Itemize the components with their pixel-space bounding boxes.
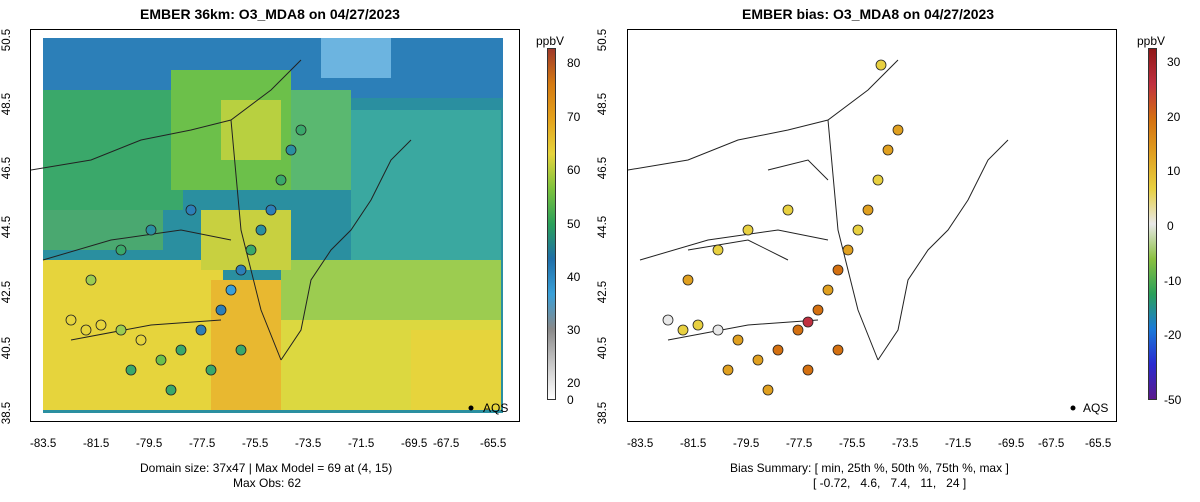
right-map-plot: AQS	[627, 29, 1117, 422]
left-xtick-2: -79.5	[136, 438, 163, 450]
left-cbar-tick-1: 20	[567, 376, 581, 390]
right-cbar-tick-6: 30	[1167, 55, 1181, 69]
left-xtick-8: -67.5	[433, 438, 460, 450]
right-cbar-tick-0: -50	[1164, 393, 1182, 407]
right-colorbar-unit: ppbV	[1137, 34, 1166, 48]
right-xtick-9: -65.5	[1085, 438, 1112, 450]
left-map-svg	[31, 38, 503, 413]
left-ytick-1: 40.5	[1, 336, 14, 360]
left-ytick-3: 44.5	[1, 215, 14, 239]
right-ytick-5: 48.5	[597, 92, 610, 116]
right-cbar-tick-2: -10	[1164, 274, 1182, 288]
right-legend: AQS	[1083, 401, 1108, 415]
aqs-legend-dot	[1070, 405, 1076, 411]
right-xtick-6: -71.5	[945, 438, 972, 450]
right-ytick-6: 50.5	[597, 28, 610, 52]
left-xtick-7: -69.5	[401, 438, 428, 450]
left-legend-label: AQS	[483, 401, 509, 415]
right-xtick-7: -69.5	[998, 438, 1025, 450]
left-ytick-2: 42.5	[1, 280, 14, 304]
left-ytick-5: 48.5	[1, 92, 14, 116]
left-xtick-5: -73.5	[295, 438, 322, 450]
coastline-borders	[628, 59, 1009, 361]
right-xtick-8: -67.5	[1038, 438, 1065, 450]
left-cbar-tick-4: 50	[567, 217, 581, 231]
left-panel-title: EMBER 36km: O3_MDA8 on 04/27/2023	[140, 6, 400, 22]
right-ytick-4: 46.5	[597, 156, 610, 180]
right-ytick-1: 40.5	[597, 336, 610, 360]
right-legend-label: AQS	[1083, 401, 1109, 415]
left-ytick-0: 38.5	[1, 401, 14, 425]
aqs-stations	[65, 124, 307, 396]
left-xtick-9: -65.5	[480, 438, 507, 450]
left-caption-line2: Max Obs: 62	[233, 476, 302, 490]
right-ytick-3: 44.5	[597, 215, 610, 239]
right-xtick-5: -73.5	[892, 438, 919, 450]
right-xtick-1: -81.5	[680, 438, 707, 450]
left-ytick-6: 50.5	[1, 28, 14, 52]
right-xtick-2: -79.5	[733, 438, 760, 450]
left-xtick-3: -77.5	[189, 438, 216, 450]
left-cbar-tick-7: 80	[567, 56, 581, 70]
right-cbar-tick-5: 20	[1167, 110, 1181, 124]
left-cbar-tick-5: 60	[567, 163, 581, 177]
left-xtick-1: -81.5	[83, 438, 110, 450]
left-ytick-4: 46.5	[1, 156, 14, 180]
right-cbar-tick-1: -20	[1164, 328, 1182, 342]
left-cbar-tick-0: 0	[567, 393, 574, 407]
right-caption-line1: Bias Summary: [ min, 25th %, 50th %, 75t…	[730, 461, 1009, 475]
right-map-svg	[628, 59, 1076, 411]
coastline-borders	[31, 59, 412, 361]
right-xtick-4: -75.5	[839, 438, 866, 450]
right-xtick-0: -83.5	[627, 438, 654, 450]
right-panel-title: EMBER bias: O3_MDA8 on 04/27/2023	[742, 6, 995, 22]
aqs-bias-stations	[662, 59, 904, 396]
left-cbar-tick-2: 30	[567, 323, 581, 337]
right-caption-line2: [ -0.72, 4.6, 7.4, 11, 24 ]	[813, 476, 967, 490]
left-colorbar-unit: ppbV	[536, 34, 565, 48]
left-xtick-6: -71.5	[348, 438, 375, 450]
right-cbar-tick-4: 10	[1167, 164, 1181, 178]
right-ytick-2: 42.5	[597, 280, 610, 304]
right-colorbar	[1148, 48, 1157, 400]
left-cbar-tick-3: 40	[567, 270, 581, 284]
left-xtick-4: -75.5	[242, 438, 269, 450]
left-caption-line1: Domain size: 37x47 | Max Model = 69 at (…	[140, 461, 393, 475]
left-cbar-tick-6: 70	[567, 110, 581, 124]
aqs-legend-dot	[468, 405, 474, 411]
model-field-heatmap	[43, 38, 503, 413]
left-colorbar	[547, 48, 556, 400]
left-xtick-0: -83.5	[30, 438, 57, 450]
right-xtick-3: -77.5	[786, 438, 813, 450]
right-cbar-tick-3: 0	[1167, 219, 1174, 233]
left-map-plot: AQS	[30, 29, 520, 422]
right-ytick-0: 38.5	[597, 401, 610, 425]
left-legend: AQS	[483, 401, 508, 415]
